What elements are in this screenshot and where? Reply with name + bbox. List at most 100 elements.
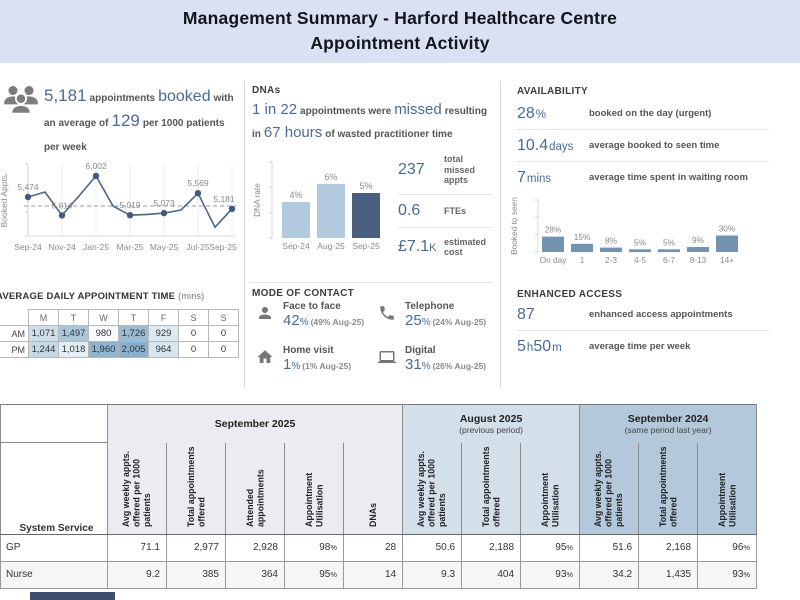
heat-cell: 1,497: [58, 325, 89, 342]
dna-section-header: DNAs: [252, 85, 281, 96]
metric-column-header: Total appointments offered: [638, 442, 699, 535]
contact-body: Face to face 42% (49% Aug-25): [283, 301, 364, 330]
bar-category-label: 8-13: [690, 255, 707, 265]
corner-cell: [0, 404, 108, 443]
value-cell: 385: [166, 560, 226, 589]
icon-part: [380, 306, 394, 320]
dna-ratio: 1 in 22: [252, 101, 298, 118]
bar-value-label: 9%: [692, 235, 705, 245]
service-name-cell: Nurse: [0, 560, 108, 589]
unit: %: [421, 361, 431, 372]
bar-category-label: 1: [580, 255, 585, 265]
dna-hours: 67 hours: [263, 124, 323, 141]
heatmap-table: M T W T F S S AM 1,071 1,497 980 1,726 929 0 0 PM 1,244 1…: [0, 309, 239, 358]
bar: [571, 243, 593, 253]
bar: [542, 236, 564, 252]
home-icon: [257, 350, 273, 363]
bar-value-label: 8%: [605, 236, 618, 246]
tick-label: Nov-24: [48, 242, 76, 252]
point-label: 5,181: [213, 194, 235, 204]
stat-row-booked-to-seen: 10.4days average booked to seen time: [517, 130, 769, 162]
enhanced-access-stats: 87 enhanced access appointments 5h50m av…: [517, 299, 769, 362]
heat-cell: 0: [208, 341, 239, 358]
dna-stat-missed: 237 total missed appts: [398, 146, 492, 194]
metric-column-header: Avg weekly appts. offered per 1000 patie…: [402, 442, 463, 535]
rotated-header-text: Total appointments offered: [185, 446, 207, 527]
phone-icon: [380, 306, 394, 320]
bar-category-label: Aug-25: [317, 241, 345, 251]
value-cell: 364: [225, 560, 285, 589]
rotated-header-text: Appointment Utilisation: [303, 472, 325, 527]
booked-summary-line1: 5,181 appointments booked with: [44, 85, 246, 110]
metric-column-header: Appointment Utilisation: [520, 442, 581, 535]
row-label: AM: [0, 325, 29, 342]
dna-word: of wasted practitioner time: [325, 129, 453, 140]
rotated-header-text: Avg weekly appts. offered per 1000 patie…: [121, 450, 153, 527]
dna-word: in: [252, 129, 261, 140]
value-cell: 71.1: [107, 533, 167, 562]
booked-word: appointments: [89, 93, 156, 104]
section-divider: [250, 282, 492, 283]
unit: mins: [526, 172, 552, 185]
contact-label: Home visit: [283, 345, 334, 356]
value: 7: [517, 168, 526, 186]
data-point: [126, 212, 134, 219]
table-row: GP 71.1 2,977 2,928 98% 28 50.6 2,188 95% 51.6 2,1…: [0, 533, 758, 562]
unit: K: [429, 242, 437, 254]
contact-body: Telephone 25% (24% Aug-25): [405, 301, 486, 330]
value: 0.6: [398, 202, 421, 219]
value-cell: 1,435: [638, 560, 699, 589]
stat-value: 28%: [517, 105, 589, 123]
service-column-header: System Service: [0, 442, 108, 535]
value-cell: 98%: [284, 533, 344, 562]
bar: [629, 249, 651, 253]
day-header: T: [118, 309, 149, 326]
contact-telephone: Telephone 25% (24% Aug-25): [378, 301, 502, 330]
metric-column-header: Appointment Utilisation: [284, 442, 344, 535]
value: 87: [517, 305, 535, 323]
rotated-header-text: Appointment Utilisation: [716, 472, 738, 527]
metric-column-header: Attended appointments: [225, 442, 285, 535]
service-table: September 2025 August 2025 (previous perio…: [0, 404, 758, 589]
enhanced-access-header: ENHANCED ACCESS: [517, 289, 623, 300]
stat-value: 7mins: [517, 169, 589, 187]
metric-column-header: Total appointments offered: [166, 442, 226, 535]
stat-value: 5h50m: [517, 338, 589, 356]
bar-value-label: 28%: [545, 225, 562, 235]
daily-appointment-time-header: AVERAGE DAILY APPOINTMENT TIME (mins): [0, 291, 204, 302]
value: 10.4: [517, 136, 549, 154]
value: 42: [283, 312, 300, 329]
dna-rate-bar-chart: 4% Sep-24 6% Aug-25 5% Sep-25 DNA rate: [252, 161, 380, 251]
metric-column-header: Appointment Utilisation: [697, 442, 758, 535]
value: 31: [405, 356, 422, 373]
metric-column-header: Avg weekly appts. offered per 1000 patie…: [579, 442, 640, 535]
day-header: M: [28, 309, 59, 326]
dna-word: resulting: [444, 106, 487, 117]
point-label: 6,002: [85, 161, 107, 171]
tick-label: Mar-25: [117, 242, 144, 252]
rotated-header-text: Avg weekly appts. offered per 1000 patie…: [416, 450, 448, 527]
value: 28: [517, 104, 535, 122]
icon-part: [10, 104, 32, 114]
value-cell: 50.6: [402, 533, 463, 562]
value-cell: 2,928: [225, 533, 285, 562]
bar: [658, 249, 680, 253]
stat-row-booked-on-day: 28% booked on the day (urgent): [517, 98, 769, 130]
point-label: 5,019: [119, 200, 141, 210]
page-title-line2: Appointment Activity: [310, 33, 490, 53]
day-header: T: [58, 309, 89, 326]
y-axis-label: DNA rate: [252, 183, 262, 217]
rotated-header-text: Total appointments offered: [480, 446, 502, 527]
value: 237: [398, 161, 425, 178]
unit: %: [421, 317, 431, 328]
dna-summary-line1: 1 in 22 appointments were missed resulting: [252, 99, 496, 122]
stat-value: 10.4days: [517, 137, 589, 155]
unit: %: [299, 317, 309, 328]
tick-label: Sep-25: [209, 242, 237, 252]
point-label: 5,014: [51, 200, 73, 210]
y-axis-label: Booked to seen: [509, 197, 519, 255]
point-label: 5,073: [153, 198, 175, 208]
availability-header: AVAILABILITY: [517, 86, 589, 97]
period-subtitle: (previous period): [459, 424, 523, 435]
value-cell: 93%: [520, 560, 581, 589]
